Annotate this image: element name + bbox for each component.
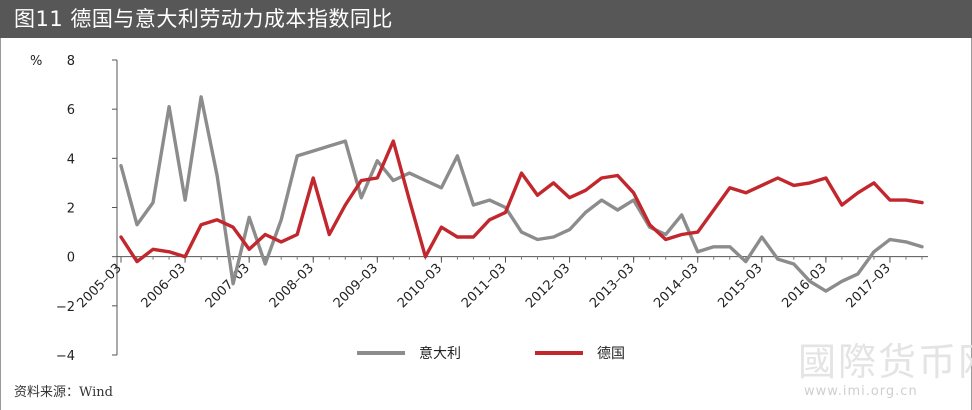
x-tick-label: 2016–03 — [779, 261, 829, 311]
y-axis-unit: % — [30, 54, 42, 69]
x-tick-label: 2010–03 — [395, 261, 445, 311]
series-line-germany — [119, 139, 924, 264]
x-tick-label: 2017–03 — [843, 261, 893, 311]
x-tick-label: 2011–03 — [459, 261, 509, 311]
x-tick-label: 2013–03 — [587, 261, 637, 311]
x-tick-label: 2015–03 — [715, 261, 765, 311]
y-tick-label: 0 — [67, 251, 75, 266]
chart-title: 图11 德国与意大利劳动力成本指数同比 — [14, 7, 393, 31]
y-tick-label: 4 — [67, 152, 75, 167]
title-bar: 图11 德国与意大利劳动力成本指数同比 — [0, 0, 972, 38]
x-tick-label: 2007–03 — [203, 261, 253, 311]
legend-italy-label: 意大利 — [419, 345, 461, 362]
x-tick-label: 2012–03 — [523, 261, 573, 311]
legend-germany-label: 德国 — [597, 346, 625, 362]
watermark: 國際货币网 www.imi.org.cn — [798, 340, 972, 402]
y-tick-label: 8 — [67, 54, 75, 69]
x-tick-label: 2006–03 — [139, 261, 189, 311]
x-tick-label: 2008–03 — [267, 261, 317, 311]
y-tick-label: 2 — [67, 202, 75, 217]
y-tick-label: −4 — [56, 349, 75, 364]
x-tick-label: 2014–03 — [651, 261, 701, 311]
x-tick-label: 2009–03 — [331, 261, 381, 311]
y-tick-label: 6 — [67, 103, 75, 118]
watermark-url: www.imi.org.cn — [804, 384, 918, 399]
watermark-logo: 國際货币网 — [798, 340, 972, 384]
y-tick-label: −2 — [56, 300, 75, 315]
source-note: 资料来源：Wind — [14, 385, 113, 400]
series-line-italy — [119, 95, 924, 293]
frame-left-border — [0, 38, 1, 410]
